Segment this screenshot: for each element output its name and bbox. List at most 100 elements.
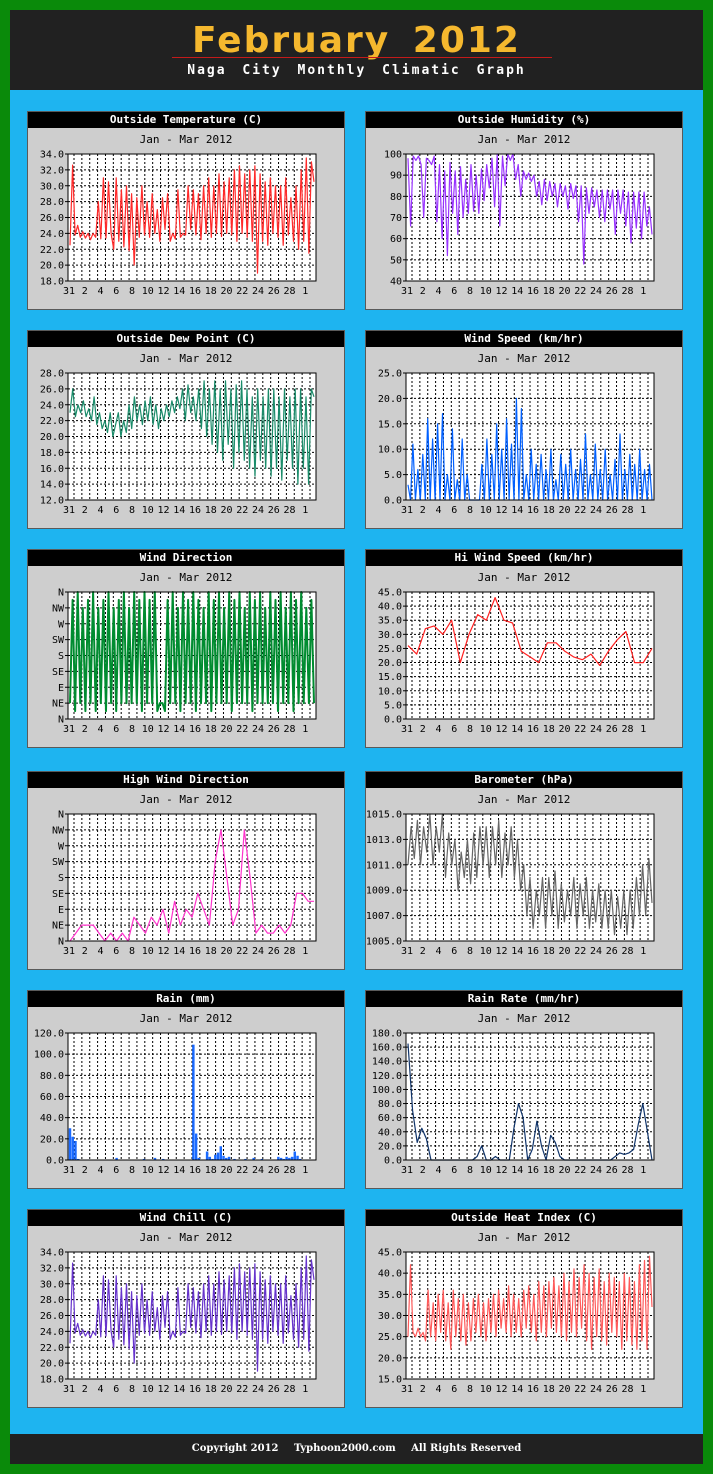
chart-title: Barometer (hPa) <box>366 772 682 788</box>
x-tick-label: 6 <box>451 724 457 735</box>
chart-canvas: 0.0 5.0 10.0 15.0 20.0 25.0 30.0 35.0 40.0 45.0 31… <box>378 588 655 735</box>
x-tick-label: 14 <box>511 946 523 957</box>
x-tick-label: 10 <box>142 1165 154 1176</box>
rain-bar <box>285 1156 288 1160</box>
x-tick-label: 1 <box>640 286 646 297</box>
x-tick-label: 1 <box>302 1165 308 1176</box>
x-tick-label: 20 <box>558 1165 570 1176</box>
x-tick-label: 14 <box>511 1384 523 1395</box>
x-tick-label: 18 <box>543 724 555 735</box>
y-tick-label: 15.0 <box>378 1375 402 1386</box>
y-tick-label: 30.0 <box>378 630 402 641</box>
y-tick-label: 28.0 <box>40 369 64 380</box>
x-tick-label: 6 <box>113 286 119 297</box>
x-tick-label: 22 <box>236 1384 248 1395</box>
x-tick-label: 22 <box>236 286 248 297</box>
x-tick-label: 26 <box>606 724 618 735</box>
x-tick-label: 31 <box>401 1384 413 1395</box>
x-tick-label: 6 <box>113 505 119 516</box>
y-tick-label: 24.0 <box>40 400 64 411</box>
x-tick-label: 16 <box>189 724 201 735</box>
rain-bar <box>282 1158 286 1160</box>
rain-bar <box>252 1157 255 1160</box>
y-tick-label: 34.0 <box>40 150 64 161</box>
x-tick-label: 8 <box>467 724 473 735</box>
chart-panel-outside-heat-index-c: Outside Heat Index (C) Jan - Mar 2012 15.0… <box>365 1209 683 1408</box>
y-tick-label: 0.0 <box>384 715 402 726</box>
x-tick-label: 18 <box>205 946 217 957</box>
chart-title: Wind Direction <box>28 550 344 566</box>
x-tick-label: 10 <box>142 1384 154 1395</box>
x-tick-label: 16 <box>527 1384 539 1395</box>
x-tick-label: 16 <box>189 946 201 957</box>
x-tick-label: 22 <box>236 1165 248 1176</box>
rain-bar <box>142 1158 146 1160</box>
x-tick-label: 4 <box>435 946 441 957</box>
x-tick-label: 8 <box>467 1165 473 1176</box>
y-tick-label: 1005.0 <box>366 937 402 948</box>
chart-title: Hi Wind Speed (km/hr) <box>366 550 682 566</box>
rain-bar <box>260 1158 264 1160</box>
page-frame: February 2012 Naga City Monthly Climatic… <box>10 10 703 1464</box>
x-tick-label: 10 <box>480 724 492 735</box>
rain-bar <box>194 1133 198 1160</box>
chart-title: Rain (mm) <box>28 991 344 1007</box>
rain-bar <box>225 1157 228 1160</box>
x-tick-label: 24 <box>252 1384 264 1395</box>
series-line <box>69 829 314 942</box>
x-tick-label: 24 <box>252 505 264 516</box>
x-tick-label: 16 <box>189 286 201 297</box>
y-tick-label: 1011.0 <box>366 860 402 871</box>
x-tick-label: 14 <box>511 505 523 516</box>
chart-subtitle: Jan - Mar 2012 <box>139 1012 233 1025</box>
x-tick-label: 28 <box>621 946 633 957</box>
chart-canvas: 0.05.010.015.020.025.031 2 4 6 8 10 12 14 16 18 20… <box>378 369 655 516</box>
rain-bar <box>227 1156 231 1160</box>
x-tick-label: 8 <box>129 946 135 957</box>
x-tick-label: 28 <box>621 286 633 297</box>
y-tick-label: 26.0 <box>40 1311 64 1322</box>
y-tick-label: 35.0 <box>378 616 402 627</box>
x-tick-label: 12 <box>495 724 507 735</box>
chart-panel-high-wind-direction: High Wind Direction Jan - Mar 2012 N NE E SE S… <box>27 771 345 970</box>
chart-title: High Wind Direction <box>28 772 344 788</box>
x-tick-label: 26 <box>268 505 280 516</box>
x-tick-label: 2 <box>82 946 88 957</box>
y-tick-label: 80 <box>390 192 402 203</box>
x-tick-label: 24 <box>252 286 264 297</box>
x-tick-label: 18 <box>205 1165 217 1176</box>
x-tick-label: 31 <box>63 946 75 957</box>
x-tick-label: 28 <box>283 1384 295 1395</box>
x-tick-label: 4 <box>97 724 103 735</box>
y-tick-label: 14.0 <box>40 480 64 491</box>
y-tick-label: N <box>58 715 64 726</box>
x-tick-label: 10 <box>142 505 154 516</box>
chart-canvas: 18.0 20.0 22.0 24.0 26.0 28.0 30.0 32.0 34.0 31 2 4… <box>40 1248 317 1395</box>
x-tick-label: 4 <box>97 286 103 297</box>
chart-subtitle: Jan - Mar 2012 <box>477 352 571 365</box>
plot-border <box>405 1032 655 1161</box>
chart-canvas: 0.0 20.0 40.0 60.0 80.0 100.0 120.0 140.0 160.0 1… <box>372 1029 655 1176</box>
y-tick-label: 120.0 <box>372 1071 402 1082</box>
series-line <box>407 813 653 936</box>
x-tick-label: 12 <box>157 1384 169 1395</box>
x-tick-label: 2 <box>420 505 426 516</box>
x-tick-label: 31 <box>63 724 75 735</box>
y-tick-label: 32.0 <box>40 1263 64 1274</box>
y-tick-label: 40 <box>390 277 402 288</box>
x-tick-label: 28 <box>621 505 633 516</box>
x-tick-label: 10 <box>142 946 154 957</box>
plot-border <box>67 1251 317 1380</box>
x-tick-label: 31 <box>63 1165 75 1176</box>
x-tick-label: 26 <box>606 1165 618 1176</box>
x-tick-label: 26 <box>268 1165 280 1176</box>
y-tick-label: 1013.0 <box>366 835 402 846</box>
y-tick-label: 80.0 <box>378 1099 402 1110</box>
x-tick-label: 10 <box>480 946 492 957</box>
x-tick-label: 22 <box>236 505 248 516</box>
x-tick-label: 26 <box>606 505 618 516</box>
x-tick-label: 16 <box>527 724 539 735</box>
y-tick-label: 100.0 <box>372 1085 402 1096</box>
x-tick-label: 31 <box>63 286 75 297</box>
x-tick-label: 20 <box>220 1165 232 1176</box>
